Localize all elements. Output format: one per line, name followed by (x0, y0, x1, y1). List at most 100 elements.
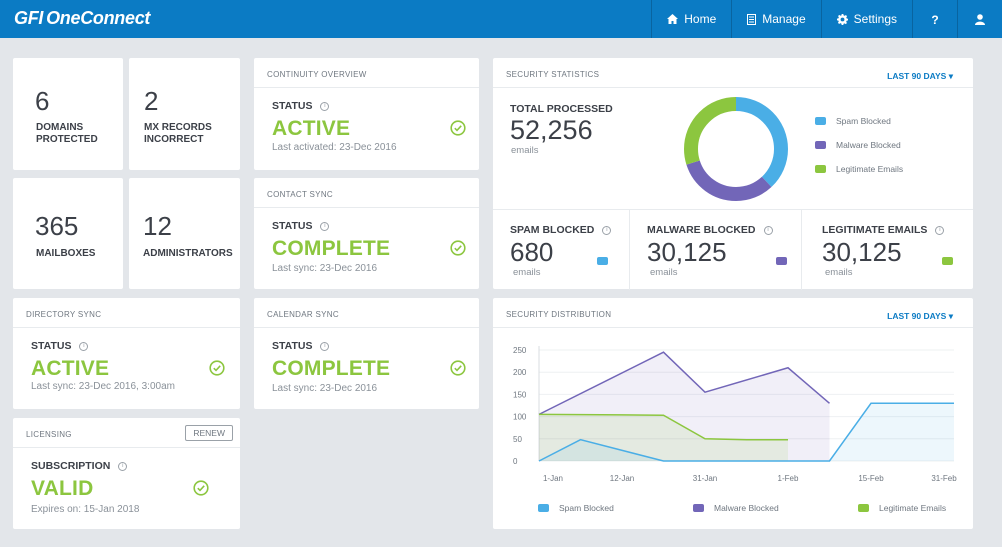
spam-indicator (597, 257, 608, 265)
nav-user[interactable] (957, 0, 1002, 38)
total-processed-unit: emails (511, 145, 539, 156)
legend-spam-label: Spam Blocked (559, 503, 614, 513)
legitimate-emails-label-text: LEGITIMATE EMAILS (822, 224, 928, 236)
malware-blocked-label-text: MALWARE BLOCKED (647, 224, 756, 236)
continuity-status-label: STATUS i (272, 100, 330, 112)
info-icon[interactable]: i (79, 341, 89, 351)
main-nav: Home Manage Settings ? (651, 0, 1002, 38)
x-tick-label: 1-Jan (543, 474, 563, 483)
contact-sync-status-value: COMPLETE (272, 237, 391, 260)
spam-blocked-value: 680 (510, 237, 554, 267)
x-tick-label: 1-Feb (778, 474, 799, 483)
malware-blocked-value: 30,125 (647, 237, 727, 267)
mx-records-tile[interactable]: 2 MX RECORDS INCORRECT (129, 58, 240, 170)
spam-blocked-label: SPAM BLOCKED i (510, 224, 612, 236)
period-dropdown-label: LAST 90 DAYS (887, 71, 947, 81)
directory-sync-status-text: STATUS (31, 340, 72, 352)
licensing-expiry: Expires on: 15-Jan 2018 (31, 504, 140, 515)
legitimate-emails-stat[interactable]: LEGITIMATE EMAILS i 30,125 emails (802, 210, 973, 290)
brand-name: OneConnect (46, 8, 151, 28)
legend-legit-label: Legitimate Emails (836, 164, 904, 174)
y-tick-label: 250 (513, 346, 527, 355)
period-dropdown[interactable]: LAST 90 DAYS ▾ (887, 311, 953, 322)
domains-label-line2: PROTECTED (36, 134, 98, 145)
home-icon (667, 14, 679, 24)
document-icon (747, 13, 757, 25)
contact-sync-status-text: STATUS (272, 220, 313, 232)
calendar-sync-status-label: STATUS i (272, 340, 330, 352)
x-tick-label: 31-Feb (931, 474, 957, 483)
donut-slice-legitimate-emails[interactable] (684, 97, 788, 201)
continuity-last-activated: Last activated: 23-Dec 2016 (272, 142, 397, 153)
domains-tile[interactable]: 6 DOMAINS PROTECTED (13, 58, 123, 170)
info-icon[interactable]: i (320, 101, 330, 111)
continuity-status-text: STATUS (272, 100, 313, 112)
calendar-sync-status-value: COMPLETE (272, 357, 391, 380)
gear-icon (836, 13, 848, 25)
donut-slice-malware-blocked[interactable] (684, 97, 788, 201)
x-tick-label: 15-Feb (858, 474, 884, 483)
distribution-legend: Spam Blocked Malware Blocked Legitimate … (538, 503, 958, 513)
nav-manage[interactable]: Manage (731, 0, 820, 38)
nav-home-label: Home (684, 12, 717, 26)
mailboxes-count: 365 (35, 211, 79, 241)
licensing-card: LICENSING RENEW SUBSCRIPTION i VALID Expi… (13, 418, 240, 529)
check-circle-icon (450, 120, 466, 136)
licensing-status-value: VALID (31, 477, 94, 500)
y-tick-label: 50 (513, 435, 522, 444)
mailboxes-tile[interactable]: 365 MAILBOXES (13, 178, 123, 289)
sub-stats-row: SPAM BLOCKED i 680 emails MALWARE BLOCKED… (493, 209, 973, 290)
brand-logo[interactable]: GFI OneConnect (14, 8, 150, 29)
chevron-down-icon: ▾ (948, 311, 953, 321)
check-circle-icon (209, 360, 225, 376)
nav-settings-label: Settings (853, 12, 897, 26)
nav-help[interactable]: ? (912, 0, 957, 38)
contact-sync-card: CONTACT SYNC STATUS i COMPLETE Last sync:… (254, 178, 479, 289)
info-icon[interactable]: i (320, 341, 330, 351)
malware-blocked-stat[interactable]: MALWARE BLOCKED i 30,125 emails (630, 210, 802, 290)
info-icon[interactable]: i (320, 221, 330, 231)
renew-button[interactable]: RENEW (185, 425, 233, 441)
period-dropdown-label: LAST 90 DAYS (887, 311, 947, 321)
malware-indicator (776, 257, 787, 265)
calendar-sync-card: CALENDAR SYNC STATUS i COMPLETE Last sync… (254, 298, 479, 409)
series-line-spam-blocked[interactable] (538, 402, 954, 462)
spam-swatch (815, 117, 826, 125)
administrators-count: 12 (143, 211, 172, 241)
legend-item-malware: Malware Blocked (693, 503, 858, 513)
mx-label-line2: INCORRECT (144, 134, 204, 145)
area-legitimate-emails (539, 414, 788, 461)
continuity-status-value: ACTIVE (272, 117, 351, 140)
security-statistics-title: SECURITY STATISTICS (493, 58, 973, 88)
user-icon (975, 13, 985, 25)
y-tick-label: 150 (513, 390, 527, 399)
nav-settings[interactable]: Settings (820, 0, 912, 38)
nav-home[interactable]: Home (651, 0, 731, 38)
licensing-title: LICENSING (13, 418, 240, 448)
directory-sync-status-value: ACTIVE (31, 357, 110, 380)
mx-records-count: 2 (144, 86, 159, 116)
period-dropdown[interactable]: LAST 90 DAYS ▾ (887, 71, 953, 82)
info-icon[interactable]: i (602, 225, 612, 235)
directory-sync-title: DIRECTORY SYNC (13, 298, 240, 328)
series-line-legitimate-emails[interactable] (538, 413, 788, 441)
info-icon[interactable]: i (763, 225, 773, 235)
domains-count: 6 (35, 86, 50, 116)
security-distribution-chart: 0 50 100 150 200 250 1-Jan 12-Jan 31-Jan 1-Feb 15-… (513, 346, 957, 483)
chevron-down-icon: ▾ (948, 71, 953, 81)
directory-sync-card: DIRECTORY SYNC STATUS i ACTIVE Last sync:… (13, 298, 240, 409)
security-statistics-card: SECURITY STATISTICS LAST 90 DAYS ▾ TOTAL… (493, 58, 973, 290)
y-tick-label: 0 (513, 457, 518, 466)
y-tick-label: 100 (513, 413, 527, 422)
info-icon[interactable]: i (118, 461, 128, 471)
licensing-subscription-label: SUBSCRIPTION i (31, 460, 128, 472)
spam-blocked-stat[interactable]: SPAM BLOCKED i 680 emails (493, 210, 630, 290)
malware-blocked-label: MALWARE BLOCKED i (647, 224, 773, 236)
calendar-sync-status-text: STATUS (272, 340, 313, 352)
series-line-malware-blocked[interactable] (538, 351, 830, 416)
info-icon[interactable]: i (935, 225, 945, 235)
administrators-label: ADMINISTRATORS (143, 248, 233, 259)
administrators-tile[interactable]: 12 ADMINISTRATORS (129, 178, 240, 289)
check-circle-icon (450, 240, 466, 256)
domains-label-line1: DOMAINS (36, 122, 84, 133)
